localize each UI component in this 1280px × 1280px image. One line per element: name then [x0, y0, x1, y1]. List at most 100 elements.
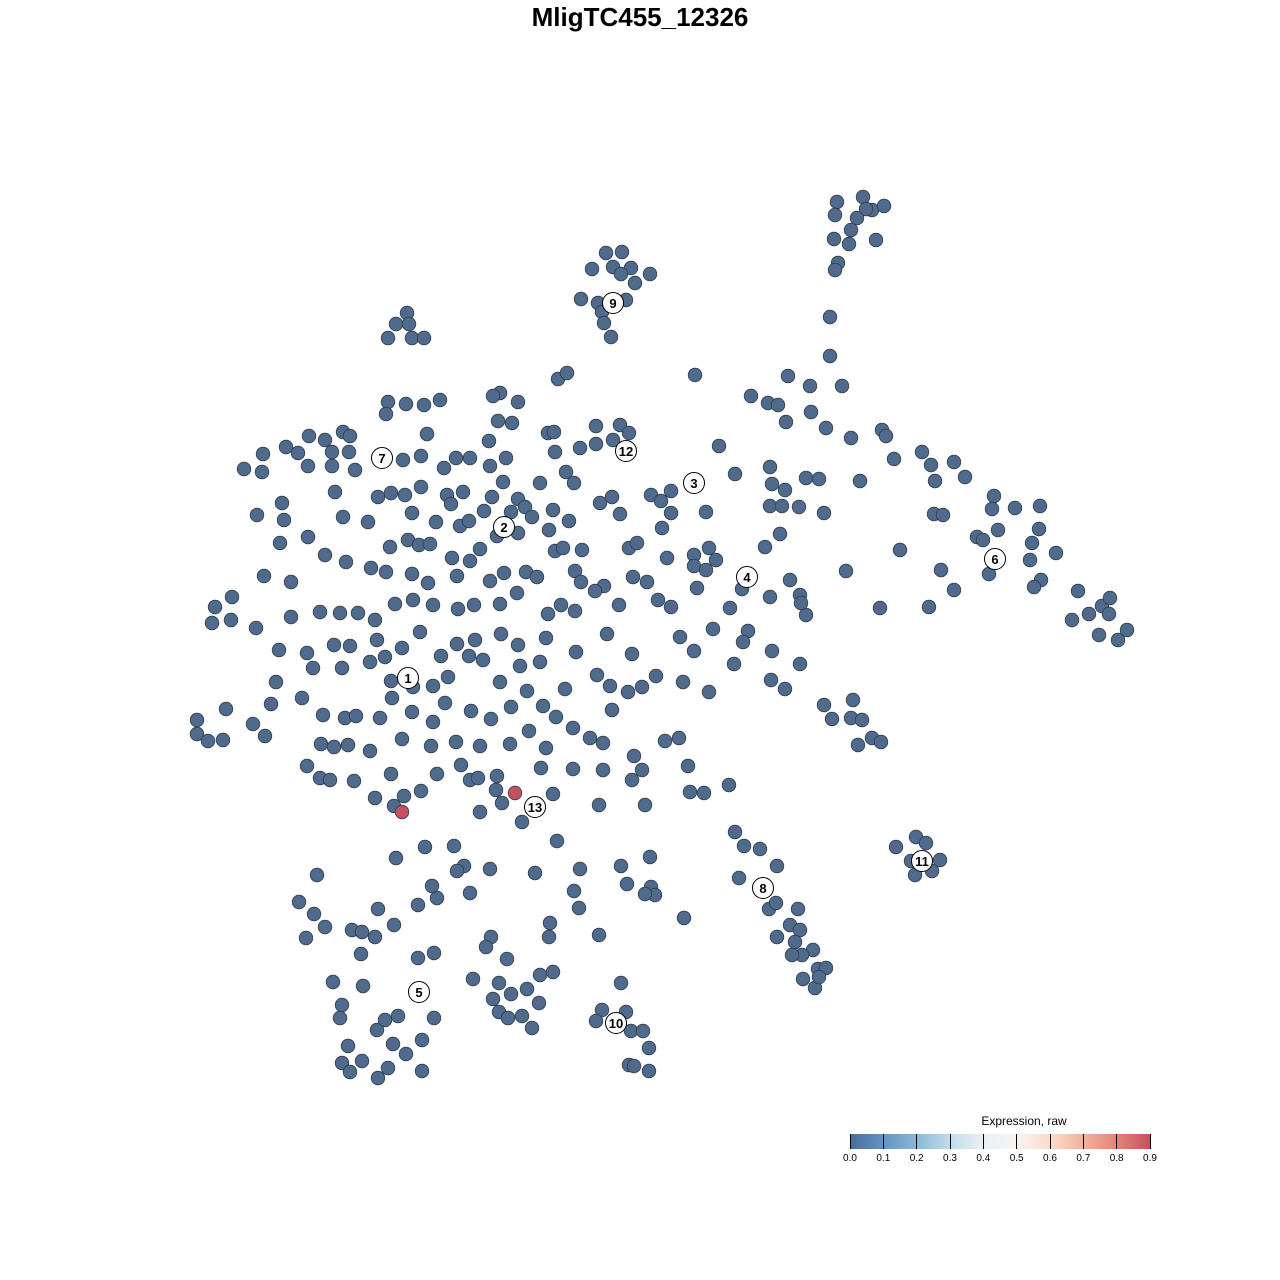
data-point [1007, 500, 1023, 516]
data-point [726, 656, 742, 672]
cluster-label-8: 8 [752, 877, 774, 899]
cluster-label-circle [605, 1012, 627, 1034]
data-point [500, 1010, 516, 1026]
data-point [845, 692, 861, 708]
data-point [263, 696, 279, 712]
data-point [641, 1063, 657, 1079]
data-point [672, 629, 688, 645]
data-point [470, 770, 486, 786]
legend-tick-label: 0.2 [909, 1153, 924, 1164]
data-point [555, 540, 571, 556]
data-point [510, 394, 526, 410]
data-point [384, 690, 400, 706]
data-point [650, 592, 666, 608]
data-point [478, 939, 494, 955]
data-point [932, 852, 948, 868]
data-point [309, 867, 325, 883]
data-point [499, 951, 515, 967]
data-point [611, 597, 627, 613]
data-point [404, 330, 420, 346]
data-point [326, 637, 342, 653]
data-point [416, 397, 432, 413]
data-point [923, 457, 939, 473]
data-point [388, 850, 404, 866]
data-point [774, 498, 790, 514]
data-point [325, 974, 341, 990]
data-point [624, 646, 640, 662]
data-point [572, 861, 588, 877]
data-point [791, 499, 807, 515]
data-point [657, 733, 673, 749]
data-point [317, 432, 333, 448]
data-point [204, 615, 220, 631]
chart-title: MligTC455_12326 [531, 2, 749, 32]
data-point [770, 397, 786, 413]
data-point [663, 599, 679, 615]
data-point [491, 975, 507, 991]
legend-tick-label: 0.5 [1009, 1153, 1024, 1164]
data-point [1070, 583, 1086, 599]
data-point [519, 683, 535, 699]
data-point [540, 606, 556, 622]
legend-tick-mark [949, 1134, 951, 1149]
data-point [849, 210, 865, 226]
data-point [731, 870, 747, 886]
data-point [348, 708, 364, 724]
data-point-expressed [394, 804, 410, 820]
data-point [573, 574, 589, 590]
data-point [249, 507, 265, 523]
data-point [482, 573, 498, 589]
data-point [462, 553, 478, 569]
data-point [334, 660, 350, 676]
data-point [367, 929, 383, 945]
legend-tick-label: 0.7 [1076, 1153, 1091, 1164]
data-point [472, 738, 488, 754]
data-point [571, 900, 587, 916]
data-point [701, 684, 717, 700]
data-point [557, 681, 573, 697]
data-point [503, 699, 519, 715]
data-point [625, 569, 641, 585]
data-point [827, 262, 843, 278]
data-point [642, 849, 658, 865]
data-point [521, 723, 537, 739]
data-point [782, 572, 798, 588]
data-point [721, 777, 737, 793]
data-point [588, 436, 604, 452]
data-point [423, 738, 439, 754]
data-point [573, 291, 589, 307]
data-point [591, 797, 607, 813]
data-point [224, 589, 240, 605]
data-point [676, 910, 692, 926]
data-point [1024, 535, 1040, 551]
data-point [482, 861, 498, 877]
data-point [271, 642, 287, 658]
data-point [566, 475, 582, 491]
data-point [852, 473, 868, 489]
data-point [594, 1002, 610, 1018]
data-point [582, 730, 598, 746]
data-point [502, 736, 518, 752]
data-point [841, 236, 857, 252]
data-point [811, 969, 827, 985]
data-point [378, 406, 394, 422]
cluster-label-11: 11 [911, 850, 933, 872]
data-point [475, 652, 491, 668]
data-point [777, 681, 793, 697]
legend-colorbar [850, 1134, 1150, 1149]
points-layer [189, 189, 1135, 1086]
cluster-label-circle [752, 877, 774, 899]
data-point [387, 596, 403, 612]
data-point [768, 895, 784, 911]
data-point [680, 758, 696, 774]
data-point [200, 733, 216, 749]
data-point [354, 924, 370, 940]
data-point [598, 245, 614, 261]
data-point [383, 673, 399, 689]
data-point [629, 535, 645, 551]
data-point [792, 922, 808, 938]
data-point [503, 986, 519, 1002]
data-point [283, 574, 299, 590]
data-point [426, 945, 442, 961]
